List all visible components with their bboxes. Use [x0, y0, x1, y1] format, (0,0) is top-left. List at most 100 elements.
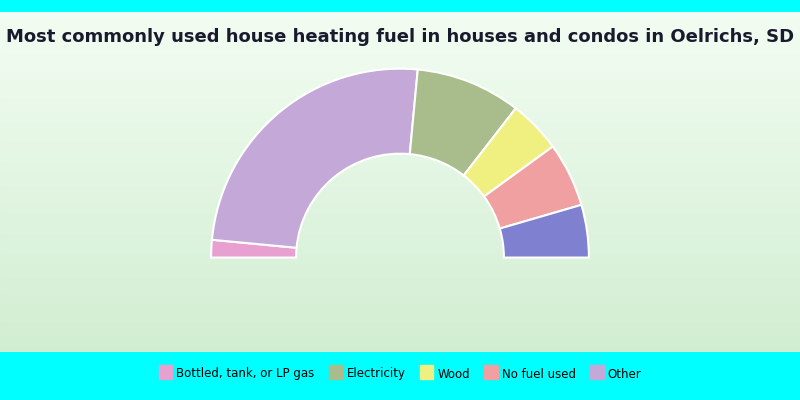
Bar [0, 19, 800, 22]
Bar [0, 332, 800, 335]
Wedge shape [484, 146, 582, 228]
Bar [0, 186, 800, 189]
Bar [0, 128, 800, 131]
Bar [0, 298, 800, 301]
Legend: Bottled, tank, or LP gas, Electricity, Wood, No fuel used, Other: Bottled, tank, or LP gas, Electricity, W… [154, 363, 646, 385]
Bar [0, 107, 800, 111]
Bar [0, 314, 800, 318]
Wedge shape [410, 70, 516, 176]
Bar [0, 175, 800, 178]
Bar [0, 168, 800, 172]
Bar [0, 16, 800, 19]
Bar [0, 172, 800, 175]
Bar [0, 213, 800, 216]
Bar [0, 308, 800, 311]
Bar [0, 77, 800, 80]
Bar [0, 281, 800, 284]
Bar [0, 97, 800, 100]
Bar [0, 209, 800, 213]
Bar [0, 236, 800, 240]
Bar [0, 322, 800, 325]
Bar [0, 345, 800, 348]
Bar [0, 144, 800, 148]
Bar [0, 118, 800, 121]
Bar [0, 104, 800, 107]
Bar [0, 270, 800, 274]
Wedge shape [211, 240, 297, 258]
Bar [0, 338, 800, 342]
Bar [0, 141, 800, 144]
Bar [0, 348, 800, 352]
Bar [0, 84, 800, 87]
Bar [0, 335, 800, 338]
Bar [0, 291, 800, 294]
Bar [0, 151, 800, 155]
Bar [0, 70, 800, 73]
Bar [0, 12, 800, 15]
Bar [0, 325, 800, 328]
Bar [0, 36, 800, 39]
Bar [0, 32, 800, 36]
Bar [0, 202, 800, 206]
Bar [0, 158, 800, 162]
Bar [0, 26, 800, 29]
Bar [0, 60, 800, 63]
Bar [0, 199, 800, 202]
Bar [0, 134, 800, 138]
Bar [0, 267, 800, 270]
Bar [0, 56, 800, 60]
Bar [0, 257, 800, 260]
Bar [0, 94, 800, 97]
Bar [0, 274, 800, 277]
Bar [0, 114, 800, 118]
Bar [0, 230, 800, 233]
Bar [0, 165, 800, 168]
Bar [0, 226, 800, 230]
Bar [0, 182, 800, 186]
Bar [0, 138, 800, 141]
Bar [0, 233, 800, 236]
Bar [0, 73, 800, 76]
Bar [0, 277, 800, 281]
Bar [0, 162, 800, 165]
Bar [0, 219, 800, 223]
Bar [0, 223, 800, 226]
Bar [0, 80, 800, 83]
Wedge shape [212, 69, 418, 248]
Bar [0, 311, 800, 314]
Bar [0, 196, 800, 199]
Bar [0, 318, 800, 322]
Bar [0, 287, 800, 291]
Bar [0, 243, 800, 246]
Wedge shape [464, 108, 553, 196]
Bar [0, 121, 800, 124]
Bar [0, 43, 800, 46]
Bar [0, 260, 800, 264]
Bar [0, 90, 800, 94]
Bar [0, 66, 800, 70]
Bar [0, 178, 800, 182]
Bar [0, 240, 800, 243]
Wedge shape [500, 205, 589, 258]
Bar [0, 155, 800, 158]
Bar [0, 328, 800, 332]
Bar [0, 250, 800, 254]
Bar [0, 206, 800, 209]
Text: Most commonly used house heating fuel in houses and condos in Oelrichs, SD: Most commonly used house heating fuel in… [6, 28, 794, 46]
Bar [0, 304, 800, 308]
Bar [0, 342, 800, 345]
Bar [0, 284, 800, 287]
Bar [0, 29, 800, 32]
Bar [0, 50, 800, 53]
Bar [0, 53, 800, 56]
Bar [0, 148, 800, 151]
Bar [0, 87, 800, 90]
Bar [0, 254, 800, 257]
Bar [0, 246, 800, 250]
Bar [0, 124, 800, 128]
Bar [0, 100, 800, 104]
Bar [0, 22, 800, 26]
Bar [0, 301, 800, 304]
Bar [0, 111, 800, 114]
Bar [0, 216, 800, 219]
